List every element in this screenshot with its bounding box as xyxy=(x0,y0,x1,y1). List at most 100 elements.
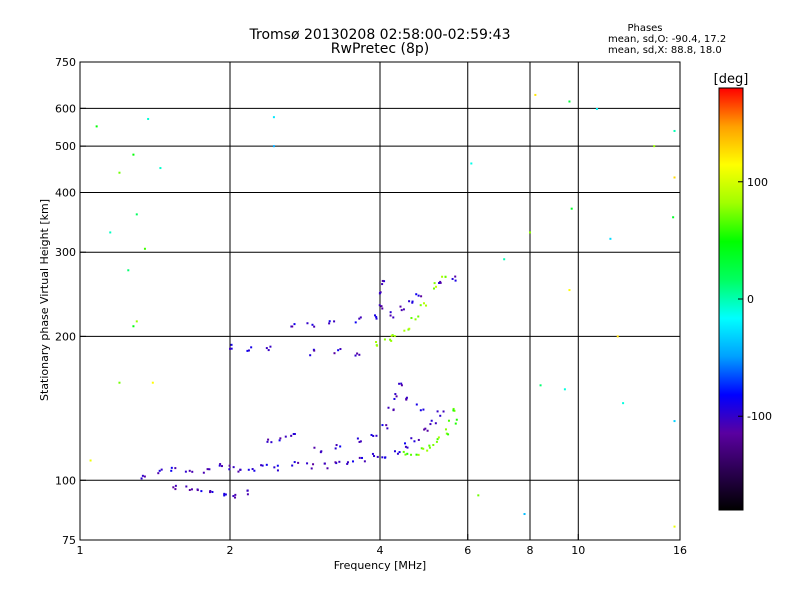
data-point xyxy=(234,496,237,499)
data-point xyxy=(293,461,296,464)
data-point xyxy=(211,490,214,493)
data-point xyxy=(229,347,232,350)
data-point xyxy=(439,281,442,284)
data-point xyxy=(389,314,392,317)
data-point xyxy=(539,384,542,387)
data-point xyxy=(202,471,205,474)
data-point xyxy=(358,456,361,459)
data-point xyxy=(395,395,398,398)
data-point xyxy=(170,469,173,472)
legend-x-stats: mean, sd,X: 88.8, 18.0 xyxy=(608,45,722,56)
data-point xyxy=(290,434,293,437)
data-point xyxy=(437,436,440,439)
data-point xyxy=(673,176,676,179)
data-point xyxy=(422,447,425,450)
data-point xyxy=(339,348,342,351)
data-point xyxy=(251,468,254,471)
data-point xyxy=(218,464,221,467)
data-point xyxy=(306,322,309,325)
data-point xyxy=(392,316,395,319)
data-point xyxy=(390,339,393,342)
data-point xyxy=(417,453,420,456)
data-point xyxy=(381,307,384,310)
data-point xyxy=(441,275,444,278)
y-tick-label: 400 xyxy=(55,186,76,199)
y-axis-ticks: 75 100 200 300 400 500 600 750 xyxy=(55,56,86,547)
data-point xyxy=(265,463,268,466)
data-point xyxy=(405,396,408,399)
data-point xyxy=(444,428,447,431)
data-point xyxy=(423,428,426,431)
data-point xyxy=(356,352,359,355)
data-point xyxy=(293,323,296,326)
data-point xyxy=(434,422,437,425)
data-point xyxy=(219,463,222,466)
data-point xyxy=(363,460,366,463)
data-point xyxy=(159,167,162,170)
data-point xyxy=(439,414,442,417)
data-point xyxy=(411,300,414,303)
data-point xyxy=(132,325,135,328)
data-point xyxy=(267,349,270,352)
y-tick-label: 300 xyxy=(55,246,76,259)
data-point xyxy=(158,469,161,472)
data-point xyxy=(442,410,445,413)
grid xyxy=(80,62,680,540)
data-point xyxy=(381,424,384,427)
data-point xyxy=(386,427,389,430)
data-point xyxy=(339,445,342,448)
data-point xyxy=(424,427,427,430)
data-point xyxy=(454,279,457,282)
data-point xyxy=(333,352,336,355)
colorbar-tick-label: 100 xyxy=(747,176,768,189)
data-point xyxy=(359,316,362,319)
data-point xyxy=(223,494,226,497)
data-point xyxy=(118,381,121,384)
data-point xyxy=(346,461,349,464)
data-point xyxy=(306,462,309,465)
data-point xyxy=(453,409,456,412)
data-point xyxy=(376,455,379,458)
data-point xyxy=(359,440,362,443)
data-point xyxy=(415,453,418,456)
data-point xyxy=(147,117,150,120)
data-point xyxy=(291,325,294,328)
data-point xyxy=(402,308,405,311)
data-point xyxy=(292,433,295,436)
data-point xyxy=(374,314,377,317)
data-point xyxy=(454,275,457,278)
data-point xyxy=(429,423,432,426)
data-point xyxy=(393,397,396,400)
colorbar-tick-label: 0 xyxy=(747,293,754,306)
data-point xyxy=(568,100,571,103)
data-point xyxy=(141,474,144,477)
data-point xyxy=(253,469,256,472)
data-points xyxy=(89,93,676,528)
data-point xyxy=(405,398,408,401)
data-point xyxy=(523,513,526,516)
data-point xyxy=(420,447,423,450)
data-point xyxy=(237,470,240,473)
data-point xyxy=(570,207,573,210)
data-point xyxy=(415,403,418,406)
data-point xyxy=(417,315,420,318)
data-point xyxy=(279,437,282,440)
data-point xyxy=(383,338,386,341)
data-point xyxy=(354,354,357,357)
data-point xyxy=(297,461,300,464)
data-point xyxy=(408,300,411,303)
data-point xyxy=(399,305,402,308)
data-point xyxy=(447,419,450,422)
data-point xyxy=(413,440,416,443)
data-point xyxy=(373,455,376,458)
data-point xyxy=(95,125,98,128)
data-point xyxy=(276,469,279,472)
data-point xyxy=(477,494,480,497)
data-point xyxy=(291,464,294,467)
data-point xyxy=(328,320,331,323)
data-point xyxy=(672,216,675,219)
data-point xyxy=(381,279,384,282)
data-point xyxy=(396,452,399,455)
data-point xyxy=(143,247,146,250)
data-point xyxy=(430,419,433,422)
